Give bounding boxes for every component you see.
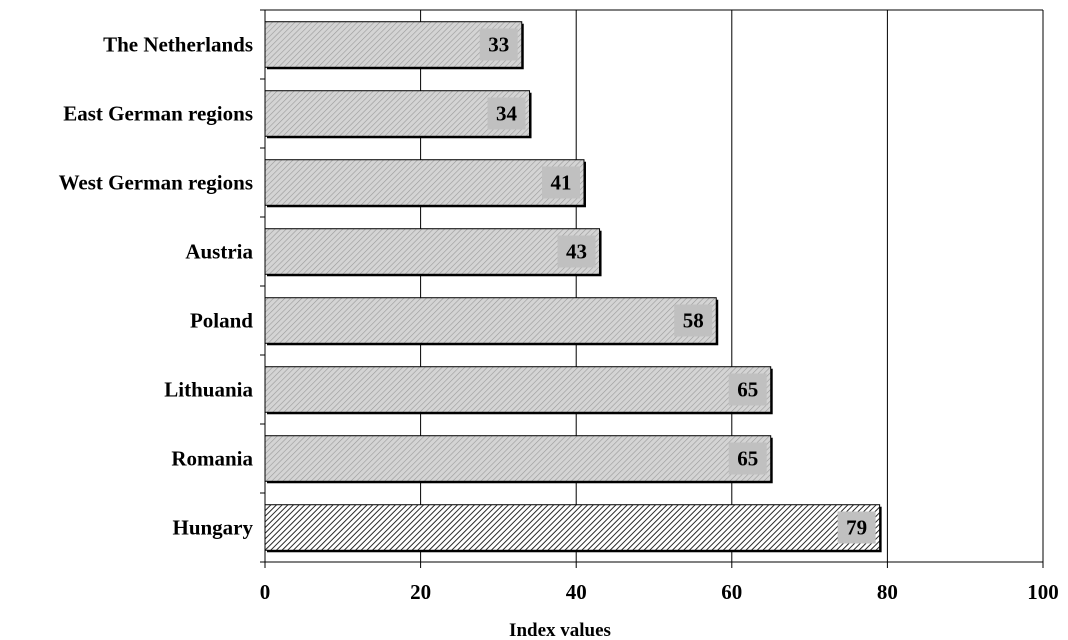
value-label-box <box>487 97 526 130</box>
value-label-box <box>837 511 876 544</box>
value-label-box <box>479 28 518 61</box>
value-label: 79 <box>846 516 867 540</box>
bar-lithuania <box>264 366 772 413</box>
category-label: Poland <box>190 309 253 333</box>
x-tick-label: 80 <box>877 580 898 604</box>
bar-austria <box>264 228 601 275</box>
value-label: 41 <box>550 171 571 195</box>
bar-west-german-regions <box>264 159 585 206</box>
category-label: Lithuania <box>164 378 253 402</box>
category-label: The Netherlands <box>103 33 253 57</box>
value-label: 33 <box>488 33 509 57</box>
category-label: Hungary <box>172 516 253 540</box>
value-label: 43 <box>566 240 587 264</box>
value-label: 65 <box>737 447 758 471</box>
category-label: West German regions <box>59 171 253 195</box>
x-tick-label: 60 <box>721 580 742 604</box>
category-label: Romania <box>171 447 253 471</box>
bar-hungary <box>264 504 881 551</box>
value-label: 58 <box>683 309 704 333</box>
value-label-box <box>728 373 767 406</box>
category-label: Austria <box>185 240 253 264</box>
value-label-box <box>728 442 767 475</box>
x-axis-title: Index values <box>509 620 611 640</box>
category-label: East German regions <box>63 102 253 126</box>
bar-east-german-regions <box>264 90 531 137</box>
value-label: 34 <box>496 102 518 126</box>
x-tick-label: 40 <box>566 580 587 604</box>
x-tick-label: 20 <box>410 580 431 604</box>
value-label-box <box>557 235 596 268</box>
value-label-box <box>541 166 580 199</box>
value-label: 65 <box>737 378 758 402</box>
value-label-box <box>674 304 713 337</box>
x-tick-label: 0 <box>260 580 271 604</box>
bar-poland <box>264 297 717 344</box>
bar-the-netherlands <box>264 21 523 68</box>
x-tick-label: 100 <box>1027 580 1059 604</box>
bar-romania <box>264 435 772 482</box>
